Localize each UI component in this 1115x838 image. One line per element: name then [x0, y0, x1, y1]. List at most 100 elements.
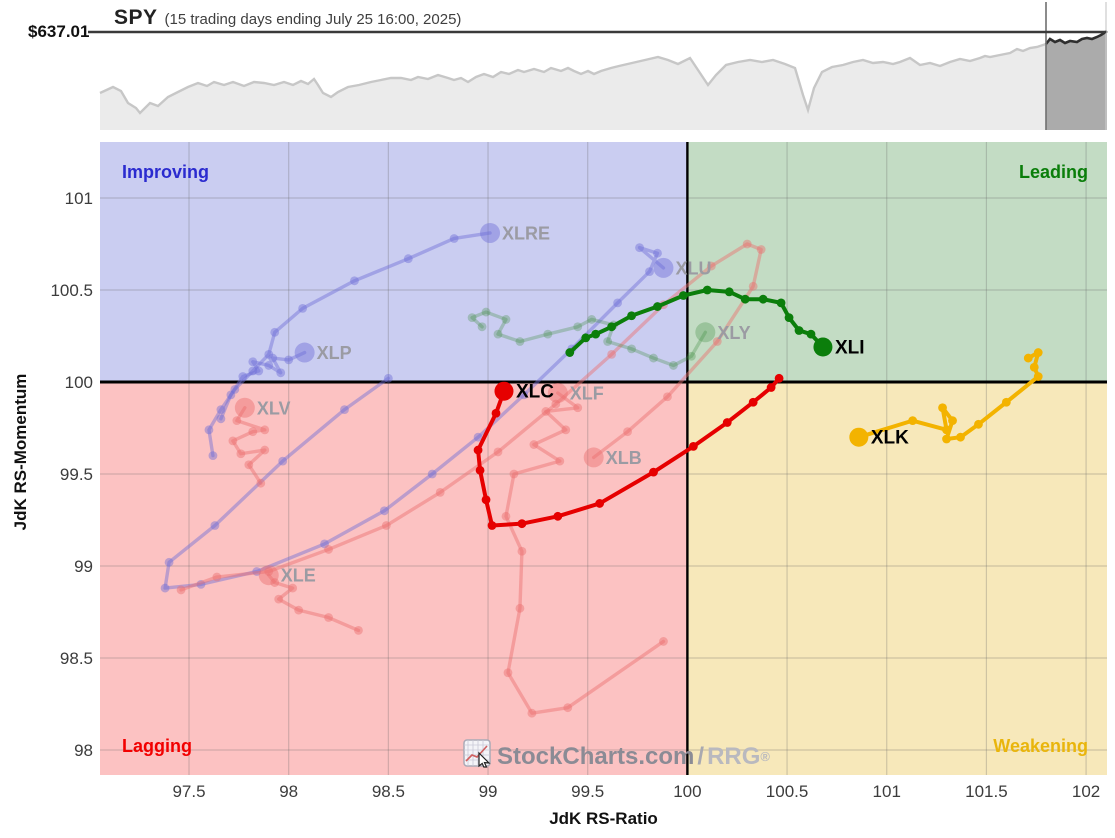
trail-dot-XLF [563, 703, 573, 713]
trail-XLC[interactable] [473, 373, 784, 530]
trail-dot-XLY [543, 329, 553, 339]
trail-XLU[interactable] [160, 243, 674, 593]
trail-XLRE[interactable] [204, 222, 501, 460]
trail-dot-XLF [501, 511, 511, 521]
trail-dot-XLB [435, 487, 445, 497]
trail-dot-XLC [766, 383, 776, 392]
trail-XLV[interactable] [228, 397, 270, 488]
rrg-quadrant-weakening [687, 381, 1107, 775]
trail-dot-XLRE [208, 451, 218, 460]
trail-head-XLK[interactable] [849, 427, 869, 447]
x-tick-label-101.5: 101.5 [965, 782, 1008, 801]
trail-dot-XLV [244, 460, 254, 470]
trail-dot-XLK [938, 403, 947, 413]
trail-dot-XLF [659, 637, 668, 646]
trail-head-XLP[interactable] [294, 342, 315, 363]
trail-dot-XLB [756, 245, 766, 254]
x-tick-label-98.5: 98.5 [372, 782, 405, 801]
trail-dot-XLY [515, 337, 525, 346]
trail-dot-XLF [561, 425, 571, 435]
trail-dot-XLY [627, 344, 636, 354]
trail-head-XLI[interactable] [813, 337, 833, 357]
trail-dot-XLU [340, 405, 349, 414]
trail-label-XLY[interactable]: XLY [717, 323, 750, 343]
trail-dot-XLB [324, 545, 333, 554]
trail-label-XLK[interactable]: XLK [871, 428, 909, 449]
trail-dot-XLC [473, 445, 483, 455]
spy-selection-area[interactable] [1046, 31, 1107, 130]
trail-dot-XLI [776, 298, 786, 308]
trail-dot-XLRE [449, 234, 459, 243]
x-tick-label-98: 98 [279, 782, 298, 801]
trail-dot-XLRE [264, 349, 274, 359]
y-tick-label-99.5: 99.5 [60, 465, 93, 484]
trail-dot-XLI [724, 287, 734, 297]
trail-XLP[interactable] [216, 342, 315, 424]
trail-head-XLF[interactable] [547, 383, 568, 404]
trail-dot-XLRE [216, 405, 226, 414]
trail-dot-XLI [627, 311, 636, 321]
trail-label-XLC[interactable]: XLC [516, 382, 554, 403]
trail-label-XLRE[interactable]: XLRE [502, 223, 550, 243]
y-tick-label-98: 98 [74, 741, 93, 760]
trail-label-XLB[interactable]: XLB [606, 448, 642, 468]
spy-mini-chart [88, 2, 1108, 130]
trail-dot-XLI [607, 322, 617, 332]
trail-dot-XLB [607, 349, 617, 359]
trail-dot-XLK [942, 425, 951, 435]
trail-head-XLY[interactable] [695, 322, 716, 343]
trail-XLB[interactable] [176, 239, 766, 595]
trail-dot-XLU [645, 267, 654, 276]
trail-dot-XLP [216, 414, 226, 424]
trail-dot-XLK [1023, 353, 1033, 363]
trail-dot-XLU [653, 248, 662, 258]
trail-dot-XLI [806, 329, 816, 339]
x-tick-label-100: 100 [673, 782, 701, 801]
header-subtitle: (15 trading days ending July 25 16:00, 2… [164, 11, 462, 28]
trail-label-XLP[interactable]: XLP [317, 343, 352, 363]
trail-dot-XLI [565, 348, 575, 357]
watermark-rrg: RRG [707, 742, 761, 770]
trail-dot-XLU [210, 521, 220, 530]
trail-dot-XLF [517, 546, 527, 556]
trail-XLF[interactable] [501, 383, 668, 718]
trail-XLY[interactable] [467, 307, 716, 370]
trail-head-XLRE[interactable] [480, 222, 501, 243]
trail-dot-XLU [278, 456, 288, 466]
trail-dot-XLP [238, 372, 248, 381]
trail-dot-XLC [748, 397, 758, 407]
trail-dot-XLI [653, 302, 662, 311]
trail-line-XLRE [207, 231, 492, 458]
trail-XLK[interactable] [849, 348, 1043, 447]
x-tick-label-97.5: 97.5 [172, 782, 205, 801]
quadrant-label-lagging: Lagging [122, 736, 192, 756]
watermark-brand: StockCharts.com [497, 742, 695, 770]
trail-label-XLI[interactable]: XLI [835, 338, 865, 359]
trail-XLI[interactable] [565, 285, 833, 357]
stockcharts-logo-icon [463, 739, 493, 774]
trail-dot-XLI [758, 294, 768, 304]
rrg-quadrant-leading [687, 142, 1107, 382]
trail-head-XLC[interactable] [494, 381, 514, 401]
watermark: StockCharts.com / RRG ® [463, 739, 770, 774]
trail-head-XLE[interactable] [258, 565, 279, 586]
trail-dot-XLE [270, 578, 280, 587]
trail-dot-XLE [324, 613, 333, 622]
trail-dot-XLV [256, 478, 266, 488]
trail-dot-XLC [475, 465, 485, 475]
trail-dot-XLK [908, 416, 918, 426]
trail-head-XLU[interactable] [653, 257, 674, 278]
trail-dot-XLB [551, 399, 561, 409]
trail-dot-XLI [740, 294, 750, 304]
trail-dot-XLY [669, 361, 678, 370]
trail-label-XLV[interactable]: XLV [257, 398, 291, 418]
trail-head-XLV[interactable] [234, 397, 255, 418]
trail-label-XLE[interactable]: XLE [281, 566, 316, 586]
trail-label-XLU[interactable]: XLU [675, 258, 711, 278]
trail-label-XLF[interactable]: XLF [570, 384, 604, 404]
trail-XLE[interactable] [258, 565, 363, 635]
x-tick-label-101: 101 [873, 782, 901, 801]
trail-head-XLB[interactable] [583, 447, 604, 468]
quadrant-label-improving: Improving [122, 162, 210, 182]
